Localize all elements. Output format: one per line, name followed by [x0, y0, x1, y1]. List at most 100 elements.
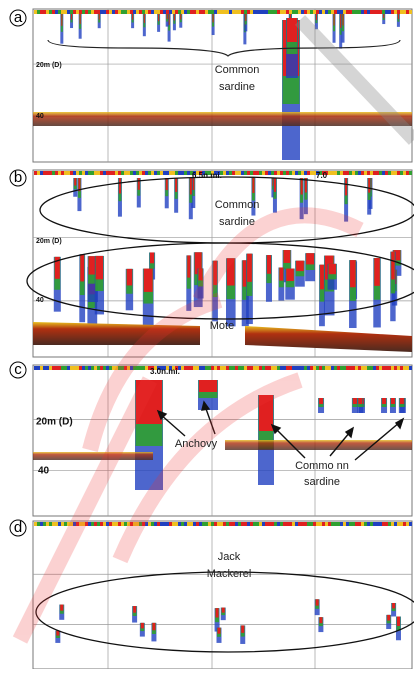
surface-band: [301, 171, 304, 175]
school: [74, 178, 77, 186]
surface-band: [340, 171, 343, 175]
school: [215, 608, 219, 618]
surface-band: [142, 522, 145, 526]
surface-band: [85, 10, 88, 14]
surface-band: [346, 366, 349, 370]
surface-band: [157, 10, 160, 14]
surface-band: [37, 366, 40, 370]
surface-band: [370, 522, 373, 526]
surface-band: [205, 522, 208, 526]
surface-band: [361, 10, 364, 14]
surface-band: [115, 10, 118, 14]
surface-band: [397, 522, 400, 526]
surface-band: [58, 366, 61, 370]
surface-band: [172, 171, 175, 175]
school: [180, 14, 182, 20]
school: [345, 178, 348, 196]
surface-band: [385, 366, 388, 370]
surface-band: [124, 366, 127, 370]
surface-band: [121, 10, 124, 14]
surface-band: [169, 10, 172, 14]
surface-band: [277, 522, 280, 526]
surface-band: [76, 366, 79, 370]
surface-band: [58, 171, 61, 175]
surface-band: [151, 522, 154, 526]
school: [289, 14, 291, 20]
surface-band: [181, 366, 184, 370]
surface-band: [214, 171, 217, 175]
school: [328, 263, 336, 275]
surface-band: [127, 522, 130, 526]
label-circle: [9, 361, 27, 379]
surface-band: [43, 366, 46, 370]
surface-band: [379, 171, 382, 175]
surface-band: [355, 366, 358, 370]
surface-band: [244, 366, 247, 370]
surface-band: [79, 366, 82, 370]
surface-band: [292, 366, 295, 370]
surface-band: [262, 366, 265, 370]
surface-band: [409, 171, 412, 175]
surface-band: [214, 366, 217, 370]
school: [168, 14, 170, 26]
surface-band: [196, 10, 199, 14]
surface-band: [271, 10, 274, 14]
surface-band: [178, 366, 181, 370]
surface-band: [70, 522, 73, 526]
surface-band: [403, 10, 406, 14]
surface-band: [280, 10, 283, 14]
surface-band: [316, 171, 319, 175]
school: [350, 260, 356, 288]
surface-band: [97, 522, 100, 526]
watermark: [294, 15, 414, 145]
surface-band: [145, 10, 148, 14]
panel-label: b: [14, 169, 22, 186]
surface-band: [349, 10, 352, 14]
surface-band: [340, 522, 343, 526]
surface-band: [73, 171, 76, 175]
surface-band: [61, 522, 64, 526]
surface-band: [328, 366, 331, 370]
annotation: sardine: [219, 81, 255, 93]
watermark: [12, 207, 364, 644]
surface-band: [85, 171, 88, 175]
surface-band: [97, 10, 100, 14]
surface-band: [40, 522, 43, 526]
surface-band: [124, 10, 127, 14]
surface-band: [37, 10, 40, 14]
surface-band: [52, 171, 55, 175]
surface-band: [229, 10, 232, 14]
arrows: [156, 400, 405, 461]
surface-band: [355, 522, 358, 526]
surface-band: [151, 10, 154, 14]
surface-band: [214, 10, 217, 14]
surface-band: [229, 171, 232, 175]
surface-band: [292, 522, 295, 526]
school: [390, 398, 395, 404]
surface-band: [250, 522, 253, 526]
surface-band: [82, 366, 85, 370]
surface-band: [64, 10, 67, 14]
school: [279, 267, 284, 281]
surface-band: [268, 171, 271, 175]
surface-band: [49, 522, 52, 526]
surface-band: [391, 171, 394, 175]
surface-band: [343, 10, 346, 14]
surface-band: [367, 522, 370, 526]
surface-band: [274, 10, 277, 14]
surface-band: [322, 10, 325, 14]
surface-band: [376, 522, 379, 526]
surface-band: [265, 171, 268, 175]
surface-band: [283, 10, 286, 14]
surface-band: [100, 366, 103, 370]
seabed: [33, 322, 200, 345]
surface-band: [172, 366, 175, 370]
school: [396, 616, 400, 627]
surface-band: [256, 171, 259, 175]
surface-band: [103, 366, 106, 370]
surface-band: [244, 522, 247, 526]
surface-band: [334, 10, 337, 14]
school: [393, 250, 401, 261]
surface-band: [313, 171, 316, 175]
surface-band: [253, 10, 256, 14]
